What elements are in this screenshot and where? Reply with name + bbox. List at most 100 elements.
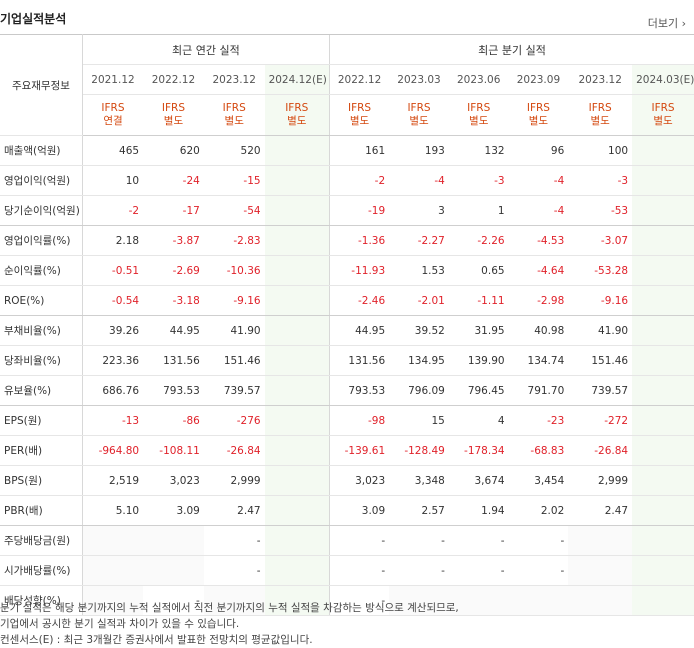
table-row: ROE(%) -0.54 -3.18 -9.16 -2.46 -2.01 -1.11 -2.9… — [0, 285, 694, 316]
table-cell: 151.46 — [203, 345, 265, 376]
table-cell — [568, 525, 633, 556]
table-cell: 520 — [203, 135, 265, 166]
table-cell — [264, 135, 330, 166]
table-cell: - — [328, 585, 390, 616]
table-cell: -13 — [82, 405, 144, 436]
table-cell: - — [389, 555, 449, 586]
ifrs-basis-label: 별도 — [287, 115, 307, 127]
table-cell: 791.70 — [508, 375, 569, 406]
table-cell: -276 — [203, 405, 265, 436]
table-cell: 44.95 — [328, 315, 390, 346]
table-cell: -19 — [328, 195, 390, 226]
table-cell: - — [143, 585, 204, 616]
table-cell: 96 — [508, 135, 569, 166]
table-cell — [389, 585, 449, 616]
ifrs-basis-label: 연결 — [103, 115, 123, 127]
quarter-period-header: 2023.06 — [448, 64, 509, 95]
table-cell: 2.47 — [568, 495, 633, 526]
row-label: 부채비율(%) — [0, 315, 83, 346]
ifrs-basis-cell: IFRS 별도 — [328, 94, 390, 136]
table-cell: -964.80 — [82, 435, 144, 466]
table-cell: 3.09 — [143, 495, 204, 526]
table-cell: 2.02 — [508, 495, 569, 526]
table-cell: 44.95 — [143, 315, 204, 346]
ifrs-basis-cell: IFRS 별도 — [632, 94, 694, 136]
table-cell: -108.11 — [143, 435, 204, 466]
table-cell: 39.26 — [82, 315, 144, 346]
table-cell: -53 — [568, 195, 633, 226]
ifrs-basis-cell: IFRS 별도 — [264, 94, 330, 136]
table-cell: -2 — [328, 165, 390, 196]
table-cell: - — [448, 525, 509, 556]
table-cell — [568, 555, 633, 586]
table-cell: -86 — [143, 405, 204, 436]
annual-group-label: 최근 연간 실적 — [82, 34, 330, 65]
table-cell: -0.51 — [82, 255, 144, 286]
section-title: 기업실적분석 — [0, 12, 67, 26]
table-cell — [632, 555, 694, 586]
row-label: 영업이익(억원) — [0, 165, 83, 196]
ifrs-label: IFRS — [407, 102, 431, 114]
quarter-period-header: 2023.03 — [389, 64, 449, 95]
more-label: 더보기 — [647, 17, 679, 30]
table-cell: -272 — [568, 405, 633, 436]
table-cell: 41.90 — [203, 315, 265, 346]
table-cell: 2.18 — [82, 225, 144, 256]
table-cell — [203, 585, 265, 616]
row-label: 순이익률(%) — [0, 255, 83, 286]
table-cell: -2.27 — [389, 225, 449, 256]
ifrs-label: IFRS — [588, 102, 612, 114]
table-cell — [264, 345, 330, 376]
table-cell — [632, 225, 694, 256]
row-label: 영업이익률(%) — [0, 225, 83, 256]
ifrs-label: IFRS — [651, 102, 675, 114]
table-cell: 3,454 — [508, 465, 569, 496]
table-cell: 131.56 — [328, 345, 390, 376]
table-cell: 793.53 — [143, 375, 204, 406]
annual-period-header: 2024.12(E) — [264, 64, 330, 95]
table-cell: -0.54 — [82, 285, 144, 316]
table-cell: -17 — [143, 195, 204, 226]
table-row: 순이익률(%) -0.51 -2.69 -10.36 -11.93 1.53 0.65 -4.… — [0, 255, 694, 286]
table-cell: - — [508, 525, 569, 556]
ifrs-basis-label: 별도 — [349, 115, 370, 127]
row-label: 당좌비율(%) — [0, 345, 83, 376]
ifrs-basis-cell: IFRS 별도 — [568, 94, 633, 136]
table-cell: 3,023 — [143, 465, 204, 496]
table-cell — [264, 255, 330, 286]
table-cell — [264, 285, 330, 316]
table-cell: -3.18 — [143, 285, 204, 316]
table-cell — [632, 495, 694, 526]
ifrs-basis-cell: IFRS 별도 — [448, 94, 509, 136]
table-row: BPS(원) 2,519 3,023 2,999 3,023 3,348 3,674 3,45… — [0, 465, 694, 496]
table-cell — [632, 375, 694, 406]
table-cell: 134.74 — [508, 345, 569, 376]
table-row: PER(배) -964.80 -108.11 -26.84 -139.61 -128.49… — [0, 435, 694, 466]
chevron-right-icon: › — [681, 17, 686, 30]
ifrs-label: IFRS — [161, 102, 186, 114]
table-cell: 151.46 — [568, 345, 633, 376]
table-cell: -2.98 — [508, 285, 569, 316]
row-label: 매출액(억원) — [0, 135, 83, 166]
table-cell: -54 — [203, 195, 265, 226]
annual-period-header: 2023.12 — [203, 64, 265, 95]
table-cell: -128.49 — [389, 435, 449, 466]
ifrs-basis-label: 별도 — [528, 115, 549, 127]
table-row: 당좌비율(%) 223.36 131.56 151.46 131.56 134.95 139… — [0, 345, 694, 376]
table-cell: - — [328, 555, 390, 586]
table-cell: -26.84 — [568, 435, 633, 466]
table-cell — [264, 465, 330, 496]
table-cell: -68.83 — [508, 435, 569, 466]
ifrs-label: IFRS — [101, 102, 125, 114]
ifrs-basis-label: 별도 — [224, 115, 244, 127]
table-cell: -4 — [508, 195, 569, 226]
table-cell: -9.16 — [568, 285, 633, 316]
table-cell: 193 — [389, 135, 449, 166]
more-link[interactable]: 더보기 › — [648, 15, 686, 31]
table-cell: 40.98 — [508, 315, 569, 346]
table-cell — [264, 525, 330, 556]
table-cell: 2.47 — [203, 495, 265, 526]
quarter-period-header: 2024.03(E) — [632, 64, 694, 95]
table-row: 부채비율(%) 39.26 44.95 41.90 44.95 39.52 31.95 40.… — [0, 315, 694, 346]
table-cell: 4 — [448, 405, 509, 436]
